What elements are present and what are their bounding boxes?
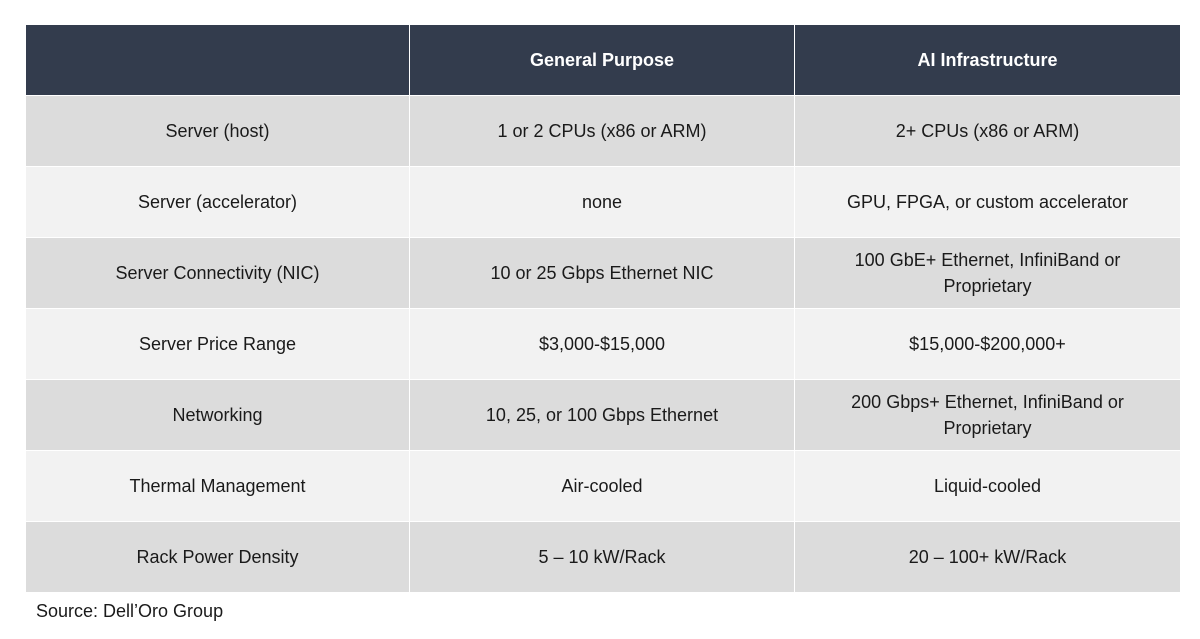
column-header: General Purpose [410,25,794,95]
row-label: Server Connectivity (NIC) [26,238,409,308]
row-label: Rack Power Density [26,522,409,592]
table-cell: 2+ CPUs (x86 or ARM) [795,96,1180,166]
table-cell: none [410,167,794,237]
table-cell: 10, 25, or 100 Gbps Ethernet [410,380,794,450]
column-header: AI Infrastructure [795,25,1180,95]
row-label: Server Price Range [26,309,409,379]
comparison-table: General Purpose AI Infrastructure Server (… [26,25,1180,592]
table-cell: Air-cooled [410,451,794,521]
row-label: Thermal Management [26,451,409,521]
table-cell: 5 – 10 kW/Rack [410,522,794,592]
row-label: Server (host) [26,96,409,166]
table-cell: $3,000-$15,000 [410,309,794,379]
row-label: Networking [26,380,409,450]
row-label: Server (accelerator) [26,167,409,237]
table-cell: 20 – 100+ kW/Rack [795,522,1180,592]
table-cell: 100 GbE+ Ethernet, InfiniBand or Proprie… [795,238,1180,308]
table-cell: GPU, FPGA, or custom accelerator [795,167,1180,237]
table-cell: 1 or 2 CPUs (x86 or ARM) [410,96,794,166]
header-corner [26,25,409,95]
source-note: Source: Dell’Oro Group [36,601,224,621]
table-cell: 200 Gbps+ Ethernet, InfiniBand or Propri… [795,380,1180,450]
table-cell: Liquid-cooled [795,451,1180,521]
table-cell: $15,000-$200,000+ [795,309,1180,379]
table-cell: 10 or 25 Gbps Ethernet NIC [410,238,794,308]
